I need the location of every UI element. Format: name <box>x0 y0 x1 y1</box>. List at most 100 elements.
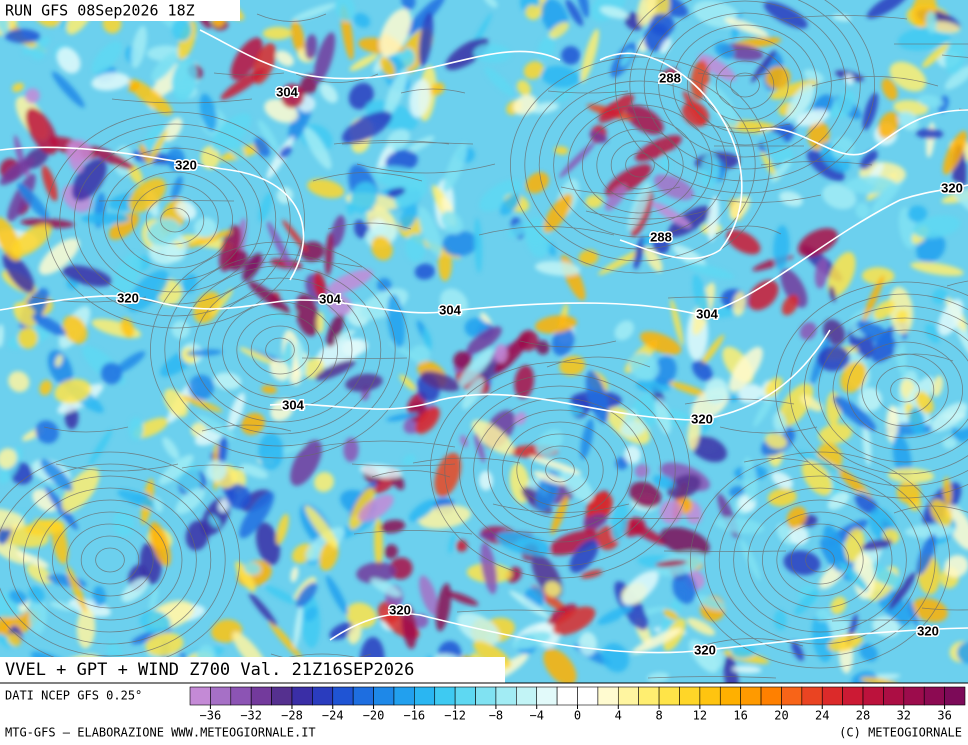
field-patch <box>474 433 486 463</box>
field-patch <box>7 173 36 222</box>
field-patch <box>652 474 675 489</box>
field-patch <box>561 46 581 65</box>
streamline <box>8 475 212 645</box>
streamline <box>312 172 423 182</box>
streamline <box>803 305 968 475</box>
streamline <box>265 337 295 363</box>
field-patch <box>453 351 472 370</box>
colorbar-cell <box>944 686 966 706</box>
field-patch <box>16 551 50 568</box>
field-patch <box>731 665 762 674</box>
field-patch <box>239 463 269 479</box>
streamline <box>492 503 630 513</box>
colorbar-tick-label: −28 <box>281 709 303 723</box>
field-patch <box>747 279 779 311</box>
contour-label: 320 <box>389 602 411 617</box>
field-patch <box>0 613 12 635</box>
field-patch <box>729 486 744 497</box>
field-patch <box>576 0 590 18</box>
streamline <box>921 607 968 611</box>
field-patch <box>640 331 682 355</box>
streamline <box>733 487 907 633</box>
field-patch <box>185 230 232 248</box>
field-patch <box>898 111 919 131</box>
field-patch <box>112 510 135 538</box>
field-patch <box>803 69 824 84</box>
colorbar-tick-label: 0 <box>574 709 581 723</box>
field-patch <box>56 47 81 74</box>
field-patch <box>12 82 24 93</box>
streamline <box>878 353 954 362</box>
colorbar-tick-label: 32 <box>897 709 911 723</box>
streamline <box>625 152 655 178</box>
field-patch <box>893 324 907 378</box>
field-patch <box>176 200 197 220</box>
field-patch <box>859 643 878 662</box>
field-patch <box>419 575 439 616</box>
colorbar-cell <box>210 686 232 706</box>
colorbar-cell <box>597 686 619 706</box>
streamline <box>524 68 756 262</box>
field-patch <box>731 644 757 659</box>
colorbar-cell <box>536 686 558 706</box>
field-patch <box>714 517 765 534</box>
field-patch <box>353 12 371 28</box>
field-patch <box>30 45 46 60</box>
field-patch <box>163 388 189 418</box>
field-patch <box>448 533 456 554</box>
streamline <box>0 463 226 657</box>
streamline <box>805 547 835 573</box>
field-patch <box>907 205 928 223</box>
field-patch <box>586 492 614 523</box>
field-patch <box>254 137 270 157</box>
field-patch <box>943 476 952 506</box>
field-patch <box>627 182 651 232</box>
field-patch <box>128 164 143 185</box>
field-patch <box>569 539 599 573</box>
field-patch <box>881 78 898 101</box>
field-patch <box>225 483 251 510</box>
field-patch <box>402 605 417 649</box>
field-patch <box>478 470 493 491</box>
field-patch <box>349 487 375 530</box>
streamline <box>629 0 861 182</box>
field-patch <box>801 459 833 496</box>
field-patch <box>100 362 123 385</box>
colorbar-tick-label: −20 <box>363 709 385 723</box>
streamline <box>684 398 795 405</box>
field-patch <box>916 233 946 263</box>
contour <box>329 612 968 654</box>
field-patch <box>530 102 559 114</box>
field-patch <box>878 111 900 139</box>
field-patch <box>910 261 964 276</box>
streamline <box>327 222 412 230</box>
contour <box>759 109 968 156</box>
colorbar-cell <box>352 686 374 706</box>
streamline <box>111 98 253 104</box>
colorbar-cell <box>903 686 925 706</box>
streamline <box>690 194 822 203</box>
field-patch <box>239 347 279 366</box>
colorbar-cell <box>516 686 538 706</box>
field-patch <box>541 65 580 88</box>
field-patch <box>405 0 445 36</box>
field-patch <box>0 508 25 530</box>
field-patch <box>319 540 339 571</box>
streamline <box>781 15 908 20</box>
field-patch <box>705 84 739 128</box>
field-patch <box>324 232 334 276</box>
field-patch <box>944 39 966 75</box>
field-patch <box>887 468 935 484</box>
field-patch <box>91 72 130 91</box>
streamline <box>236 313 324 387</box>
field-patch <box>128 82 140 92</box>
field-patch <box>387 294 405 349</box>
field-patch <box>862 267 895 285</box>
field-patch <box>543 648 577 683</box>
streamline <box>546 356 651 368</box>
field-patch <box>127 270 169 312</box>
field-patch <box>704 378 729 404</box>
field-patch <box>379 8 412 57</box>
streamline <box>547 90 629 94</box>
field-patch <box>146 218 181 246</box>
